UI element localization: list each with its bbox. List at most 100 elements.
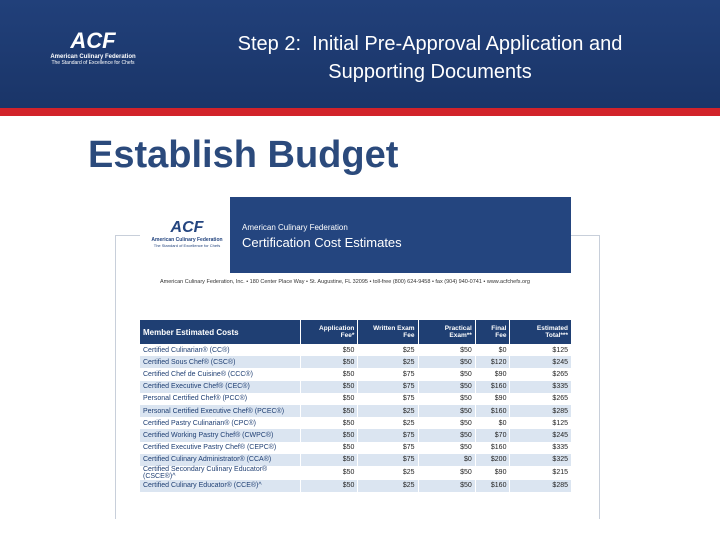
logo: ACF American Culinary Federation The Sta… <box>48 28 138 66</box>
cost-cell: $25 <box>357 404 418 418</box>
cost-cell: $265 <box>509 368 571 381</box>
document-address: American Culinary Federation, Inc. • 180… <box>160 279 530 285</box>
header-row: Member Estimated Costs Application Fee* Wr… <box>140 320 571 344</box>
row-label: Personal Certified Executive Chef® (PCEC… <box>140 404 301 418</box>
cost-cell: $120 <box>474 356 510 369</box>
table-row: Certified Executive Pastry Chef® (CEPC®)… <box>140 441 571 454</box>
cost-cell: $25 <box>357 344 418 357</box>
cost-cell: $50 <box>417 392 476 405</box>
document-org: American Culinary Federation <box>242 223 348 232</box>
cost-cell: $75 <box>357 453 418 466</box>
cost-cell: $50 <box>300 479 358 493</box>
row-label: Certified Culinarian® (CC®) <box>143 346 230 354</box>
logo-mark: ACF <box>170 219 204 236</box>
cost-cell: $50 <box>417 380 476 393</box>
cost-cell: $50 <box>300 392 358 405</box>
cost-cell: $285 <box>509 479 571 493</box>
title-line: Supporting Documents <box>328 61 532 83</box>
cost-cell: $335 <box>509 441 571 454</box>
cost-cell: $90 <box>474 465 510 480</box>
cost-cell: $50 <box>300 356 358 369</box>
cost-cell: $50 <box>417 344 476 357</box>
cost-cell: $90 <box>474 368 510 381</box>
document-image: ACF American Culinary Federation The Sta… <box>140 197 571 517</box>
title-line: Step 2: Initial Pre-Approval Application… <box>237 33 623 55</box>
table-row: Certified Pastry Culinarian® (CPC®) $50 $2… <box>140 417 571 430</box>
logo-org: American Culinary Federation <box>151 237 223 243</box>
cost-cell: $25 <box>357 356 418 369</box>
table-row: Certified Executive Chef® (CEC®) $50 $75 $5… <box>140 380 571 393</box>
document-title: Certification Cost Estimates <box>242 235 402 250</box>
cost-cell: $50 <box>417 429 476 442</box>
column-header: Final Fee <box>474 320 510 344</box>
cost-cell: $50 <box>300 441 358 454</box>
column-header: Written Exam Fee <box>357 320 418 344</box>
cost-cell: $50 <box>417 368 476 381</box>
cost-cell: $265 <box>509 392 571 405</box>
cost-cell: $285 <box>509 404 571 418</box>
table-row: Certified Culinarian® (CC®) $50 $25 $50 $0 $1… <box>140 344 571 357</box>
cost-cell: $50 <box>300 368 358 381</box>
column-header: Practical Exam** <box>417 320 476 344</box>
cost-cell: $50 <box>300 465 358 480</box>
slide-title: Step 2: Initial Pre-Approval Application… <box>170 30 690 86</box>
cost-cell: $75 <box>357 368 418 381</box>
table-row: Certified Chef de Cuisine® (CCC®) $50 $75 $… <box>140 368 571 381</box>
logo: ACF American Culinary Federation The Sta… <box>148 219 226 248</box>
table-row: Personal Certified Executive Chef® (PCEC… <box>140 404 571 418</box>
row-label: Certified Working Pastry Chef® (CWPC®) <box>140 429 301 442</box>
cost-cell: $160 <box>474 479 510 493</box>
cost-cell: $25 <box>357 417 418 430</box>
cost-cell: $160 <box>474 404 510 418</box>
cost-cell: $25 <box>357 479 418 493</box>
cost-cell: $90 <box>474 392 510 405</box>
row-label: Certified Culinary Educator® (CCE®)^ <box>140 479 301 493</box>
cost-cell: $50 <box>417 356 476 369</box>
table-row: Certified Secondary Culinary Educator® (… <box>140 465 571 480</box>
cost-cell: $245 <box>509 429 571 442</box>
logo-tagline: The Standard of Excellence for Chefs <box>153 243 221 248</box>
logo-tagline: The Standard of Excellence for Chefs <box>51 60 135 66</box>
row-label: Certified Chef de Cuisine® (CCC®) <box>143 370 253 378</box>
banner: ACF American Culinary Federation The Sta… <box>0 0 720 108</box>
slide-heading: Establish Budget <box>88 134 399 176</box>
cost-table: Member Estimated Costs Application Fee* Wr… <box>140 320 571 493</box>
cost-cell: $245 <box>509 356 571 369</box>
cost-cell: $25 <box>357 465 418 480</box>
cost-cell: $70 <box>474 429 510 442</box>
cost-cell: $50 <box>417 404 476 418</box>
logo-org: American Culinary Federation <box>50 54 136 60</box>
cost-cell: $0 <box>474 344 510 357</box>
document-title-bar: American Culinary Federation Certificati… <box>230 197 571 273</box>
logo-mark: ACF <box>70 28 116 53</box>
cost-cell: $50 <box>417 479 476 493</box>
column-header: Application Fee* <box>300 320 358 344</box>
table-row: Certified Working Pastry Chef® (CWPC®) $5… <box>140 429 571 442</box>
cost-cell: $75 <box>357 429 418 442</box>
cost-cell: $160 <box>474 441 510 454</box>
cost-cell: $200 <box>474 453 510 466</box>
row-label: Certified Secondary Culinary Educator® (… <box>143 465 268 480</box>
cost-cell: $215 <box>509 465 571 480</box>
cost-cell: $75 <box>357 380 418 393</box>
row-label: Certified Executive Chef® (CEC®) <box>140 380 301 393</box>
column-header: Member Estimated Costs <box>140 320 301 344</box>
cost-cell: $50 <box>300 429 358 442</box>
column-header: Estimated Total*** <box>509 320 571 344</box>
cost-cell: $0 <box>417 453 476 466</box>
document-header: ACF American Culinary Federation The Sta… <box>140 197 571 273</box>
row-label: Certified Executive Pastry Chef® (CEPC®) <box>143 444 277 452</box>
cost-cell: $50 <box>417 417 476 430</box>
cost-cell: $50 <box>300 344 358 357</box>
cost-cell: $50 <box>417 465 476 480</box>
table-row: Certified Culinary Educator® (CCE®)^ $50 $… <box>140 479 571 493</box>
cost-cell: $50 <box>300 404 358 418</box>
cost-cell: $50 <box>300 380 358 393</box>
cost-cell: $335 <box>509 380 571 393</box>
row-label: Certified Sous Chef® (CSC®) <box>140 356 301 369</box>
row-label: Certified Pastry Culinarian® (CPC®) <box>143 419 257 427</box>
accent-strip <box>0 108 720 116</box>
row-label: Personal Certified Chef® (PCC®) <box>143 395 248 403</box>
cost-cell: $75 <box>357 392 418 405</box>
